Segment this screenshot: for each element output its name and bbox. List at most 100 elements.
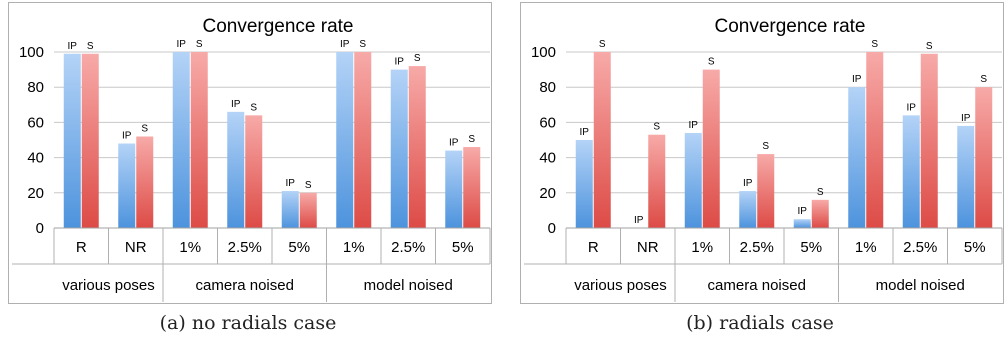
data-label-s: S [250,102,257,113]
data-label-s: S [87,41,94,52]
data-label-ip: IP [634,215,644,226]
y-tick-label: 20 [539,185,556,202]
chart-panel-radials: Convergence rate 0 20 40 60 80 100 IP S IP S IP S IP S… [520,2,1004,309]
bar-ip [957,125,975,228]
bar-s [299,192,317,228]
group-label: various poses [62,277,155,294]
bar-s [920,53,938,229]
x-tick-label: NR [637,239,659,256]
y-tick-label: 0 [548,220,556,237]
data-label-s: S [414,53,421,64]
data-label-ip: IP [68,41,78,52]
bar-s [702,69,720,228]
x-tick-label: 5% [452,239,474,256]
x-tick-label: 5% [800,239,822,256]
x-tick-label: R [588,239,599,256]
y-tick-label: 80 [539,79,556,96]
bar-ip [848,87,866,228]
data-label-s: S [871,39,878,50]
bar-s [463,147,481,228]
data-label-ip: IP [449,138,459,149]
data-label-s: S [926,41,933,52]
bar-s [975,87,993,228]
data-label-s: S [468,134,475,145]
bar-ip [902,115,920,228]
bar-s [190,52,208,228]
group-label: camera noised [708,277,806,294]
data-label-ip: IP [231,99,241,110]
x-tick-label: 2.5% [740,239,774,256]
bar-s [408,66,426,228]
x-tick-label: 1% [691,239,713,256]
y-tick-label: 20 [27,185,44,202]
data-label-s: S [980,74,987,85]
data-label-ip: IP [580,127,590,138]
y-tick-label: 60 [27,114,44,131]
data-label-s: S [817,187,824,198]
chart-no-radials: Convergence rate 0 20 40 60 80 100 IP S IP S IP S IP S… [8,2,492,304]
bar-ip [684,132,702,228]
data-label-s: S [599,39,606,50]
x-tick-label: R [76,239,87,256]
data-label-ip: IP [177,39,187,50]
y-tick-label: 100 [19,44,44,61]
x-tick-label: NR [125,239,147,256]
x-tick-label: 1% [179,239,201,256]
chart-title: Convergence rate [202,16,353,37]
bar-ip [172,52,190,228]
bar-ip [227,111,245,228]
y-tick-label: 80 [27,79,44,96]
chart-title: Convergence rate [714,16,865,37]
bar-ip [575,140,593,228]
data-label-s: S [305,180,312,191]
bar-s [354,52,372,228]
x-tick-label: 1% [855,239,877,256]
bar-s [245,115,263,228]
x-tick-label: 5% [288,239,310,256]
y-tick-label: 40 [539,150,556,167]
data-label-s: S [708,57,715,68]
bar-ip [118,143,136,228]
chart-radials: Convergence rate 0 20 40 60 80 100 IP S IP S IP S IP S… [520,2,1004,304]
x-tick-label: 2.5% [903,239,937,256]
data-label-s: S [196,39,203,50]
y-tick-label: 0 [36,220,44,237]
group-label: camera noised [196,277,294,294]
data-label-ip: IP [340,39,350,50]
data-label-ip: IP [798,206,808,217]
bar-s [648,134,666,228]
data-label-ip: IP [286,178,296,189]
bar-s [866,52,884,228]
bar-s [593,52,611,228]
group-label: various poses [574,277,667,294]
data-label-ip: IP [743,178,753,189]
bar-ip [390,69,408,228]
data-label-s: S [762,141,769,152]
data-label-s: S [141,123,148,134]
data-label-ip: IP [122,131,132,142]
data-label-ip: IP [961,113,971,124]
bar-ip [445,150,463,228]
x-tick-label: 2.5% [391,239,425,256]
data-label-s: S [359,39,366,50]
bar-ip [793,219,811,228]
caption-no-radials: (a) no radials case [159,312,337,334]
data-label-ip: IP [852,74,862,85]
data-label-ip: IP [907,102,917,113]
data-label-s: S [653,122,660,133]
x-tick-label: 1% [343,239,365,256]
bar-s [136,136,154,228]
chart-panel-no-radials: Convergence rate 0 20 40 60 80 100 IP S IP S IP S IP S… [8,2,492,309]
bar-s [81,53,99,229]
caption-radials: (b) radials case [686,312,834,334]
bar-s [811,199,829,228]
y-tick-label: 40 [27,150,44,167]
y-tick-label: 60 [539,114,556,131]
group-label: model noised [876,277,965,294]
data-label-ip: IP [689,120,699,131]
bar-ip [63,53,81,229]
bar-s [757,154,775,228]
x-tick-label: 2.5% [228,239,262,256]
data-label-ip: IP [395,57,405,68]
group-label: model noised [364,277,453,294]
